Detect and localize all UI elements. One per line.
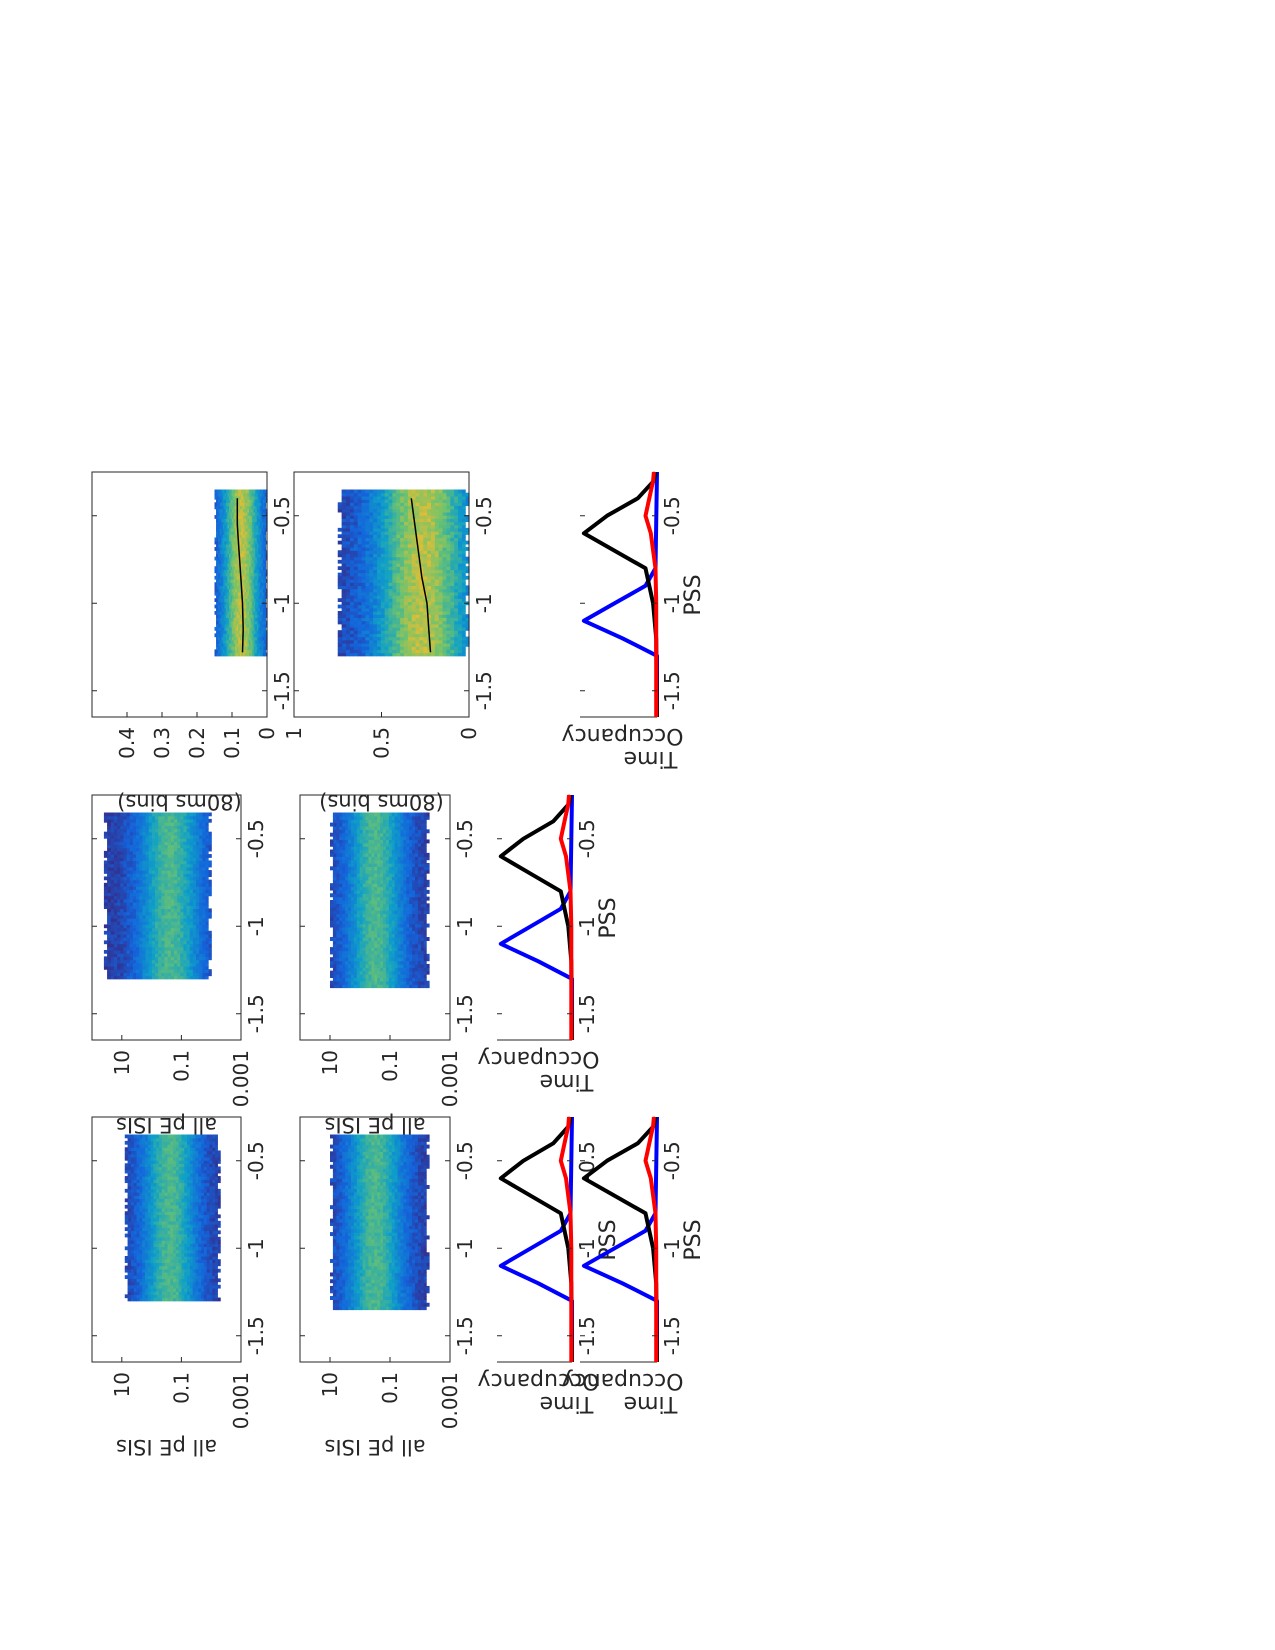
- isi-heatmap-1-ytick-label: 0.1: [169, 1372, 193, 1404]
- isi-heatmap-2-ytick-label: 0.001: [438, 1372, 462, 1429]
- isi-heatmap-2-ytick-label: 0.1: [378, 1372, 402, 1404]
- isi-heatmap-2-xtick-label: -1.5: [453, 1316, 477, 1355]
- isi-heatmap-3-cells: [104, 813, 212, 980]
- isi-heatmap-2-cells: [330, 1135, 430, 1311]
- isi-heatmap-1-ytick-label: 10: [110, 1372, 134, 1397]
- isi-heatmap-2-xtick-label: -0.5: [453, 1141, 477, 1180]
- isi-heatmap-1-ytick-label: 0.001: [229, 1372, 253, 1429]
- isi-heatmap-1-xtick-label: -1.5: [244, 1316, 268, 1355]
- isi-heatmap-1-xtick-label: -0.5: [244, 1141, 268, 1180]
- isi-heatmap-1-xtick-label: -1: [244, 1238, 268, 1258]
- isi-heatmap-2-ylabel: all pE ISIs: [324, 1435, 425, 1459]
- isi-heatmap-2-ytick-label: 10: [318, 1372, 342, 1397]
- rotated-page: -1.5 -1 -0.5 10 0.1 0.001 all pE ISIs -1.5 -1 -0.…: [92, 472, 706, 1459]
- isi-heatmap-1-ylabel: all pE ISIs: [116, 1435, 217, 1459]
- isi-heatmap-2-xtick-label: -1: [453, 1238, 477, 1258]
- isi-heatmap-1-cells: [125, 1135, 221, 1302]
